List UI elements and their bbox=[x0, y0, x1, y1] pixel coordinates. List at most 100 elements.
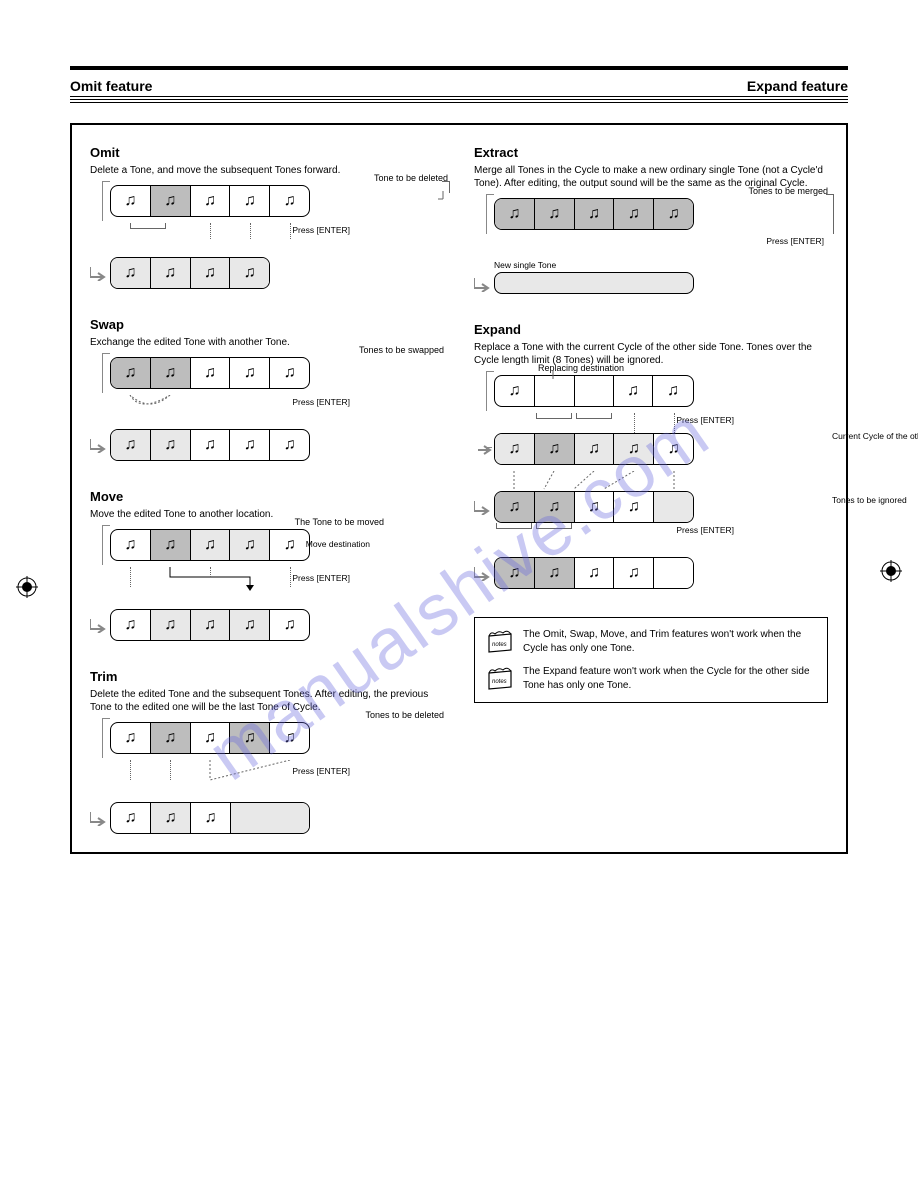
trim-after-strip: ♫ ♫ ♫ bbox=[110, 802, 310, 834]
registration-mark-left-icon bbox=[16, 576, 38, 598]
note-icon: ♫ bbox=[548, 565, 560, 581]
trim-tone-label: Tones to be deleted bbox=[365, 710, 444, 720]
note-icon: ♫ bbox=[124, 193, 136, 209]
note-icon: ♫ bbox=[508, 441, 520, 457]
bracket-icon bbox=[102, 718, 110, 758]
swap-before-strip: ♫ ♫ ♫ ♫ ♫ bbox=[110, 357, 310, 389]
expand-section: Expand Replace a Tone with the current C… bbox=[474, 322, 828, 589]
note-icon: ♫ bbox=[204, 617, 216, 633]
trim-press-label: Press [ENTER] bbox=[292, 766, 350, 776]
expand-press-label: Press [ENTER] bbox=[676, 415, 734, 425]
right-column: Extract Merge all Tones in the Cycle to … bbox=[474, 145, 828, 834]
note-icon: ♫ bbox=[284, 537, 296, 553]
note-icon: ♫ bbox=[165, 810, 177, 826]
enter-arrow-icon bbox=[474, 278, 492, 292]
omit-after-strip: ♫ ♫ ♫ ♫ bbox=[110, 257, 270, 289]
bracket-icon bbox=[102, 181, 110, 221]
swap-press-label: Press [ENTER] bbox=[292, 397, 350, 407]
extract-result-bar bbox=[494, 272, 694, 294]
note-icon: ♫ bbox=[668, 206, 680, 222]
note-icon: ♫ bbox=[244, 365, 256, 381]
note-icon: ♫ bbox=[244, 617, 256, 633]
notes-text-1: The Omit, Swap, Move, and Trim features … bbox=[523, 628, 817, 655]
note-icon: ♫ bbox=[204, 437, 216, 453]
note-icon: ♫ bbox=[204, 730, 216, 746]
note-icon: ♫ bbox=[124, 537, 136, 553]
note-icon: ♫ bbox=[204, 265, 216, 281]
extract-title: Extract bbox=[474, 145, 828, 160]
bracket-icon bbox=[102, 525, 110, 565]
note-icon: ♫ bbox=[588, 441, 600, 457]
trim-title: Trim bbox=[90, 669, 444, 684]
note-icon: ♫ bbox=[627, 383, 639, 399]
bracket-icon bbox=[102, 353, 110, 393]
trim-before-strip: ♫ ♫ ♫ ♫ ♫ bbox=[110, 722, 310, 754]
move-body: Move the edited Tone to another location… bbox=[90, 508, 444, 521]
note-icon: ♫ bbox=[284, 437, 296, 453]
note-icon: ♫ bbox=[204, 365, 216, 381]
move-after-strip: ♫ ♫ ♫ ♫ ♫ bbox=[110, 609, 310, 641]
move-tone-label: The Tone to be moved bbox=[295, 517, 384, 527]
expand-dots3: Press [ENTER] bbox=[494, 523, 694, 539]
expand-dots2 bbox=[494, 471, 694, 491]
expand-press-label2: Press [ENTER] bbox=[676, 525, 734, 535]
swap-after-strip: ♫ ♫ ♫ ♫ ♫ bbox=[110, 429, 310, 461]
note-icon: ♫ bbox=[509, 383, 521, 399]
trim-dots: Press [ENTER] bbox=[110, 760, 310, 784]
swap-dots: Press [ENTER] bbox=[110, 395, 310, 411]
expand-cycle-label: Current Cycle of the other side Tone bbox=[832, 431, 912, 441]
note-icon: ♫ bbox=[164, 265, 176, 281]
note-icon: ♫ bbox=[204, 193, 216, 209]
expand-dest-strip: ♫ ♫ ♫ bbox=[494, 375, 694, 407]
expand-body: Replace a Tone with the current Cycle of… bbox=[474, 341, 828, 367]
bracket-icon bbox=[486, 371, 494, 411]
omit-title: Omit bbox=[90, 145, 444, 160]
svg-text:notes: notes bbox=[492, 679, 507, 685]
note-icon: ♫ bbox=[164, 365, 176, 381]
note-icon: ♫ bbox=[164, 437, 176, 453]
note-icon: ♫ bbox=[628, 499, 640, 515]
note-icon: ♫ bbox=[244, 193, 256, 209]
note-icon: ♫ bbox=[667, 383, 679, 399]
note-icon: ♫ bbox=[668, 441, 680, 457]
swap-tone-label: Tones to be swapped bbox=[359, 345, 444, 355]
enter-arrow-icon bbox=[90, 619, 108, 633]
note-icon: ♫ bbox=[204, 537, 216, 553]
extract-newtone-label: New single Tone bbox=[494, 260, 828, 270]
move-dest-label: Move destination bbox=[306, 539, 370, 549]
trim-section: Trim Delete the edited Tone and the subs… bbox=[90, 669, 444, 834]
main-content-box: Omit Delete a Tone, and move the subsequ… bbox=[70, 123, 848, 854]
note-icon: ♫ bbox=[124, 730, 136, 746]
rule-double bbox=[70, 99, 848, 103]
move-before-strip: ♫ ♫ ♫ ♫ ♫ bbox=[110, 529, 310, 561]
extract-before-strip: ♫ ♫ ♫ ♫ ♫ bbox=[494, 198, 694, 230]
note-icon: ♫ bbox=[244, 437, 256, 453]
enter-arrow-icon bbox=[90, 439, 108, 453]
move-press-label: Press [ENTER] bbox=[292, 573, 350, 583]
enter-arrow-icon bbox=[90, 812, 108, 826]
bracket-icon bbox=[826, 194, 834, 234]
note-icon: ♫ bbox=[244, 537, 256, 553]
svg-text:notes: notes bbox=[492, 642, 507, 648]
omit-press-label: Press [ENTER] bbox=[292, 225, 350, 235]
rule-thick bbox=[70, 66, 848, 70]
note-icon: ♫ bbox=[244, 730, 256, 746]
move-section: Move Move the edited Tone to another loc… bbox=[90, 489, 444, 641]
note-icon: ♫ bbox=[588, 565, 600, 581]
omit-tone-label: Tone to be deleted bbox=[374, 173, 448, 183]
swap-title: Swap bbox=[90, 317, 444, 332]
note-icon: ♫ bbox=[125, 810, 137, 826]
enter-arrow-icon bbox=[474, 567, 492, 581]
note-icon: ♫ bbox=[205, 810, 217, 826]
note-icon: ♫ bbox=[548, 499, 560, 515]
note-icon: ♫ bbox=[284, 730, 296, 746]
expand-final-strip: ♫ ♫ ♫ ♫ bbox=[494, 557, 694, 589]
swap-section: Swap Exchange the edited Tone with anoth… bbox=[90, 317, 444, 461]
note-icon: ♫ bbox=[508, 206, 520, 222]
header-left: Omit feature bbox=[70, 78, 152, 94]
enter-arrow-icon bbox=[90, 267, 108, 281]
left-column: Omit Delete a Tone, and move the subsequ… bbox=[90, 145, 444, 834]
note-icon: ♫ bbox=[164, 730, 176, 746]
note-icon: ♫ bbox=[164, 537, 176, 553]
note-icon: ♫ bbox=[284, 193, 296, 209]
